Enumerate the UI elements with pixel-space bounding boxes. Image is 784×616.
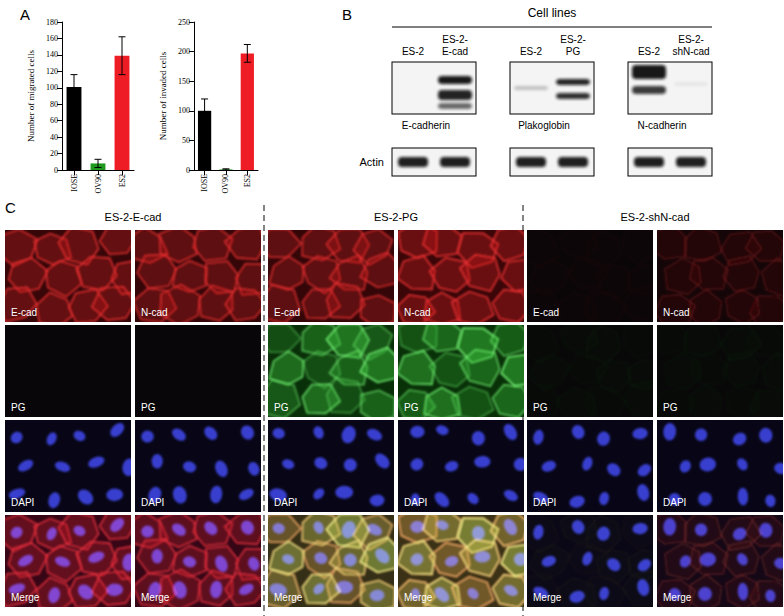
svg-text:IOSE: IOSE	[70, 174, 79, 192]
svg-text:120: 120	[46, 67, 58, 76]
svg-text:DAPI: DAPI	[533, 497, 556, 508]
svg-text:Merge: Merge	[141, 592, 170, 603]
svg-text:ES2: ES2	[118, 174, 127, 187]
svg-text:0: 0	[186, 166, 190, 175]
svg-text:180: 180	[46, 18, 58, 27]
svg-text:ES-2-shN-cad: ES-2-shN-cad	[620, 211, 689, 223]
svg-text:Cell lines: Cell lines	[528, 6, 577, 20]
svg-text:Merge: Merge	[663, 592, 692, 603]
svg-text:ES-2: ES-2	[402, 46, 425, 57]
svg-text:250: 250	[178, 18, 190, 27]
svg-text:IOSE: IOSE	[200, 174, 209, 192]
svg-text:Merge: Merge	[404, 592, 433, 603]
svg-text:DAPI: DAPI	[663, 497, 686, 508]
svg-text:E-cadherin: E-cadherin	[402, 120, 450, 131]
svg-text:Number of migrated cells: Number of migrated cells	[26, 49, 36, 142]
svg-text:ES-2-E-cad: ES-2-E-cad	[105, 211, 162, 223]
svg-text:E-cad: E-cad	[533, 307, 559, 318]
svg-text:OV90: OV90	[221, 174, 230, 194]
svg-text:DAPI: DAPI	[274, 497, 297, 508]
svg-text:OV90: OV90	[94, 174, 103, 194]
svg-text:150: 150	[178, 77, 190, 86]
svg-text:PG: PG	[566, 46, 581, 57]
svg-text:PG: PG	[11, 402, 26, 413]
svg-text:N-cad: N-cad	[404, 307, 431, 318]
svg-text:100: 100	[46, 83, 58, 92]
svg-text:Merge: Merge	[11, 592, 40, 603]
svg-text:N-cad: N-cad	[663, 307, 690, 318]
svg-text:ES-2-: ES-2-	[678, 34, 704, 45]
svg-text:shN-cad: shN-cad	[672, 46, 709, 57]
svg-text:N-cadherin: N-cadherin	[638, 120, 687, 131]
svg-text:0: 0	[54, 166, 58, 175]
svg-text:140: 140	[46, 50, 58, 59]
svg-text:PG: PG	[141, 402, 156, 413]
svg-text:ES-2: ES-2	[520, 46, 543, 57]
svg-text:20: 20	[50, 149, 58, 158]
svg-text:Actin: Actin	[360, 156, 384, 168]
svg-text:PG: PG	[274, 402, 289, 413]
svg-text:E-cad: E-cad	[274, 307, 300, 318]
svg-text:DAPI: DAPI	[11, 497, 34, 508]
svg-text:Merge: Merge	[274, 592, 303, 603]
svg-text:ES-2-: ES-2-	[442, 34, 468, 45]
svg-text:Number of invaded cells: Number of invaded cells	[158, 51, 168, 140]
svg-text:PG: PG	[404, 402, 419, 413]
svg-text:40: 40	[50, 133, 58, 142]
svg-text:160: 160	[46, 34, 58, 43]
svg-text:ES-2-: ES-2-	[560, 34, 586, 45]
svg-text:DAPI: DAPI	[141, 497, 164, 508]
svg-text:PG: PG	[663, 402, 678, 413]
svg-text:E-cad: E-cad	[442, 46, 468, 57]
svg-text:B: B	[342, 6, 352, 23]
svg-text:N-cad: N-cad	[141, 307, 168, 318]
svg-text:ES2: ES2	[243, 174, 252, 187]
svg-text:Merge: Merge	[533, 592, 562, 603]
svg-text:PG: PG	[533, 402, 548, 413]
svg-text:50: 50	[182, 136, 190, 145]
svg-text:E-cad: E-cad	[11, 307, 37, 318]
svg-text:Plakoglobin: Plakoglobin	[518, 120, 570, 131]
svg-text:A: A	[20, 6, 30, 23]
svg-text:DAPI: DAPI	[404, 497, 427, 508]
svg-text:ES-2: ES-2	[638, 46, 661, 57]
svg-text:80: 80	[50, 100, 58, 109]
svg-text:C: C	[5, 199, 16, 216]
svg-text:100: 100	[178, 106, 190, 115]
svg-text:200: 200	[178, 47, 190, 56]
svg-text:60: 60	[50, 116, 58, 125]
svg-text:ES-2-PG: ES-2-PG	[374, 211, 418, 223]
